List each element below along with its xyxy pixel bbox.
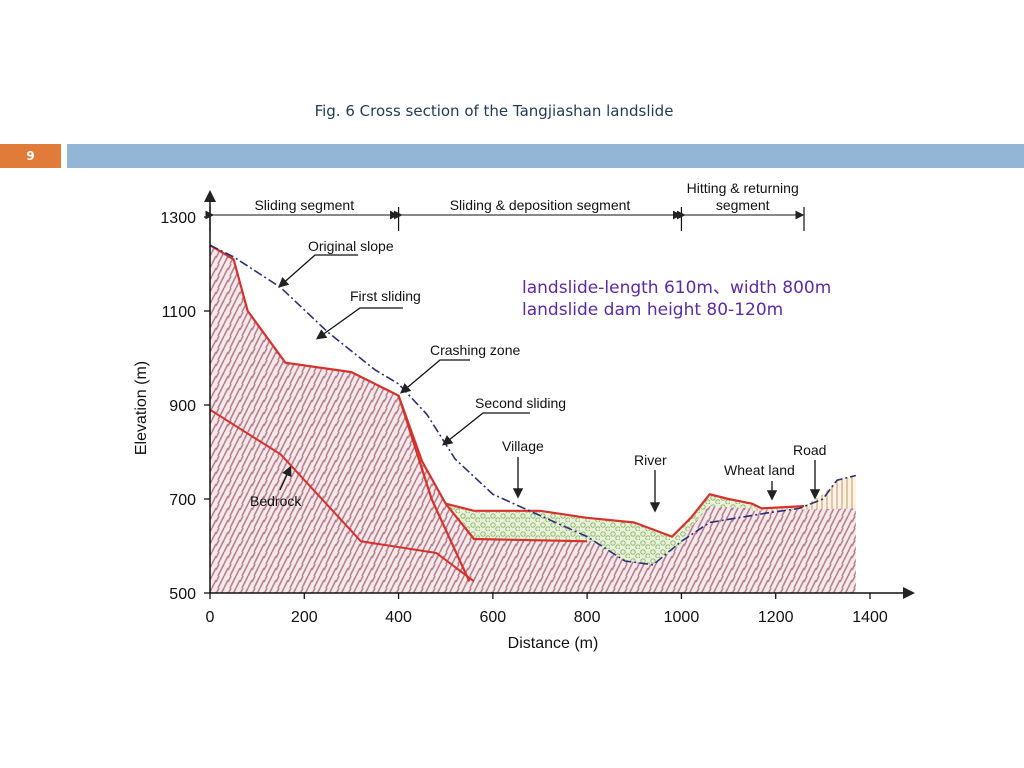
y-ticks: 500 700 900 1100 1300 <box>160 210 210 603</box>
segment-markers: Sliding segment Sliding & deposition segm… <box>205 180 805 231</box>
original-slope-line <box>209 244 857 566</box>
road-soil-area <box>752 475 856 511</box>
label-wheat-land: Wheat land <box>724 462 795 478</box>
arrow-second-sliding <box>441 412 530 446</box>
first-sliding-surface <box>209 244 588 543</box>
x-tick-label: 200 <box>291 609 318 626</box>
deposit-area <box>445 494 762 565</box>
arrow-crashing-zone <box>400 359 470 394</box>
segment-label: segment <box>716 197 770 213</box>
label-second-sliding: Second sliding <box>475 395 566 411</box>
label-first-sliding: First sliding <box>350 288 421 304</box>
label-river: River <box>634 452 667 468</box>
bedrock-area <box>210 245 856 593</box>
x-ticks: 0 200 400 600 800 1000 1200 1400 <box>206 593 888 626</box>
y-tick-label: 1100 <box>162 304 197 321</box>
slide-number: 9 <box>0 144 61 168</box>
x-tick-label: 1400 <box>852 609 888 626</box>
axes <box>204 190 915 599</box>
x-tick-label: 400 <box>385 609 412 626</box>
annotation-length-width: landslide-length 610m、width 800m <box>522 278 832 298</box>
label-original-slope: Original slope <box>308 238 394 254</box>
y-tick-label: 900 <box>169 398 196 415</box>
second-sliding-surface <box>397 395 471 582</box>
arrow-first-sliding <box>315 307 403 340</box>
segment-label: Hitting & returning <box>687 180 799 196</box>
y-tick-label: 500 <box>169 586 196 603</box>
segment-label: Sliding segment <box>254 197 354 213</box>
x-tick-label: 1200 <box>758 609 794 626</box>
label-village: Village <box>502 438 544 454</box>
label-bedrock: Bedrock <box>250 493 302 509</box>
segment-label: Sliding & deposition segment <box>450 197 631 213</box>
bedrock-lower-line <box>209 408 475 583</box>
y-tick-label: 700 <box>169 492 196 509</box>
label-crashing-zone: Crashing zone <box>430 342 520 358</box>
y-tick-label: 1300 <box>160 210 196 227</box>
x-tick-label: 0 <box>206 609 215 626</box>
label-road: Road <box>793 442 826 458</box>
arrow-original-slope <box>278 254 358 288</box>
x-tick-label: 800 <box>574 609 601 626</box>
y-axis-label: Elevation (m) <box>133 361 150 455</box>
x-tick-label: 600 <box>480 609 507 626</box>
slide-title: Fig. 6 Cross section of the Tangjiashan … <box>314 102 674 120</box>
header-bar <box>67 144 1024 168</box>
annotation-dam-height: landslide dam height 80-120m <box>522 300 784 320</box>
x-tick-label: 1000 <box>664 609 700 626</box>
arrow-bedrock <box>279 465 292 491</box>
x-axis-label: Distance (m) <box>508 635 599 652</box>
